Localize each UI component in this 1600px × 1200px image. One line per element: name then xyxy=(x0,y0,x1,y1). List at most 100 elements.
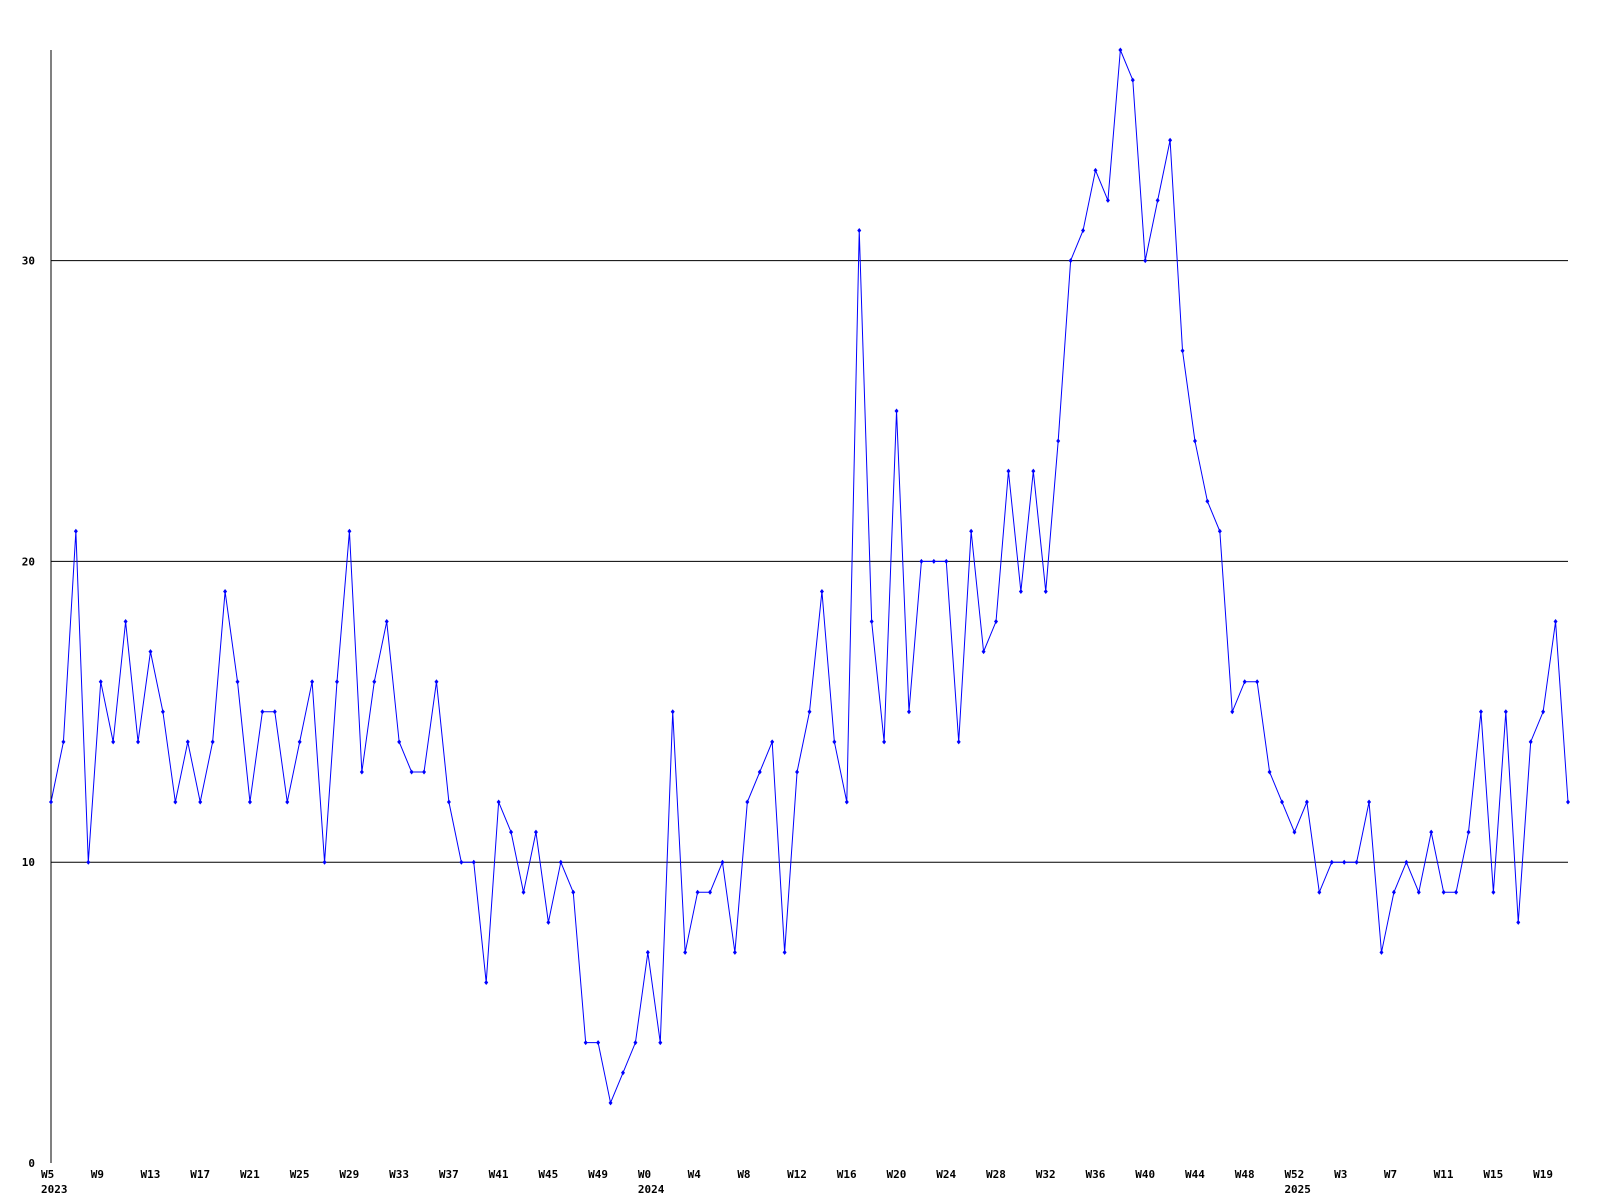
x-tick-label: W15 xyxy=(1483,1168,1503,1181)
x-tick-label: W8 xyxy=(737,1168,750,1181)
point xyxy=(272,709,277,715)
point xyxy=(297,739,302,745)
y-tick-label: 0 xyxy=(28,1157,35,1170)
x-tick-label: W49 xyxy=(588,1168,608,1181)
point xyxy=(1391,889,1396,895)
x-tick-label: W17 xyxy=(190,1168,210,1181)
x-tick-label: W25 xyxy=(290,1168,310,1181)
point xyxy=(1018,588,1023,594)
x-tick-label: W20 xyxy=(887,1168,907,1181)
x-tick-label: W5 xyxy=(41,1168,54,1181)
point xyxy=(596,1040,601,1046)
point xyxy=(484,980,489,986)
point xyxy=(1466,829,1471,835)
x-tick-label: W52 xyxy=(1284,1168,1304,1181)
point xyxy=(1168,137,1173,143)
point xyxy=(645,949,650,955)
point xyxy=(235,679,240,685)
year-label: 2024 xyxy=(638,1183,665,1196)
point xyxy=(1192,438,1197,444)
x-tick-label: W45 xyxy=(538,1168,558,1181)
y-tick-label: 20 xyxy=(22,555,35,568)
x-tick-label: W24 xyxy=(936,1168,956,1181)
point xyxy=(981,649,986,655)
point xyxy=(658,1040,663,1046)
point xyxy=(1429,829,1434,835)
point xyxy=(1056,438,1061,444)
point xyxy=(1354,859,1359,865)
point xyxy=(111,739,116,745)
point xyxy=(1105,197,1110,203)
point xyxy=(969,528,974,534)
x-tick-label: W33 xyxy=(389,1168,409,1181)
point xyxy=(347,528,352,534)
point xyxy=(496,799,501,805)
point xyxy=(1528,739,1533,745)
point xyxy=(558,859,563,865)
x-tick-label: W36 xyxy=(1085,1168,1105,1181)
point xyxy=(1031,468,1036,474)
point xyxy=(1093,167,1098,173)
point xyxy=(1404,859,1409,865)
point xyxy=(123,619,128,625)
point xyxy=(571,889,576,895)
point xyxy=(422,769,427,775)
point xyxy=(509,829,514,835)
x-tick-label: W0 xyxy=(638,1168,651,1181)
point xyxy=(521,889,526,895)
point xyxy=(1217,528,1222,534)
y-tick-label: 10 xyxy=(22,856,35,869)
point xyxy=(1441,889,1446,895)
point xyxy=(160,709,165,715)
y-tick-label: 30 xyxy=(22,255,35,268)
point xyxy=(98,679,103,685)
point xyxy=(708,889,713,895)
point xyxy=(384,619,389,625)
point xyxy=(310,679,315,685)
x-tick-label: W4 xyxy=(688,1168,702,1181)
point xyxy=(459,859,464,865)
point xyxy=(1267,769,1272,775)
point xyxy=(583,1040,588,1046)
point xyxy=(894,408,899,414)
point xyxy=(49,799,53,805)
x-tick-label: W37 xyxy=(439,1168,459,1181)
point xyxy=(1317,889,1322,895)
x-tick-label: W9 xyxy=(91,1168,104,1181)
point xyxy=(61,739,66,745)
point xyxy=(956,739,961,745)
point xyxy=(770,739,775,745)
point xyxy=(1130,77,1135,83)
point xyxy=(1553,619,1558,625)
point xyxy=(372,679,377,685)
point xyxy=(185,739,190,745)
point xyxy=(1478,709,1483,715)
point xyxy=(819,588,824,594)
point xyxy=(1155,197,1160,203)
point xyxy=(260,709,265,715)
point xyxy=(757,769,762,775)
point xyxy=(695,889,700,895)
point xyxy=(944,558,949,564)
point xyxy=(86,859,91,865)
point xyxy=(782,949,787,955)
point xyxy=(148,649,153,655)
point xyxy=(1329,859,1334,865)
point xyxy=(732,949,737,955)
point xyxy=(1180,348,1185,354)
point xyxy=(322,859,327,865)
point xyxy=(1491,889,1496,895)
x-tick-label: W11 xyxy=(1434,1168,1454,1181)
point xyxy=(608,1100,613,1106)
x-tick-label: W44 xyxy=(1185,1168,1205,1181)
x-tick-label: W41 xyxy=(489,1168,509,1181)
point xyxy=(1566,799,1570,805)
point xyxy=(1541,709,1546,715)
x-tick-label: W21 xyxy=(240,1168,260,1181)
x-tick-label: W48 xyxy=(1235,1168,1255,1181)
point xyxy=(1367,799,1372,805)
year-label: 2025 xyxy=(1284,1183,1311,1196)
point xyxy=(471,859,476,865)
point xyxy=(869,619,874,625)
point xyxy=(434,679,439,685)
